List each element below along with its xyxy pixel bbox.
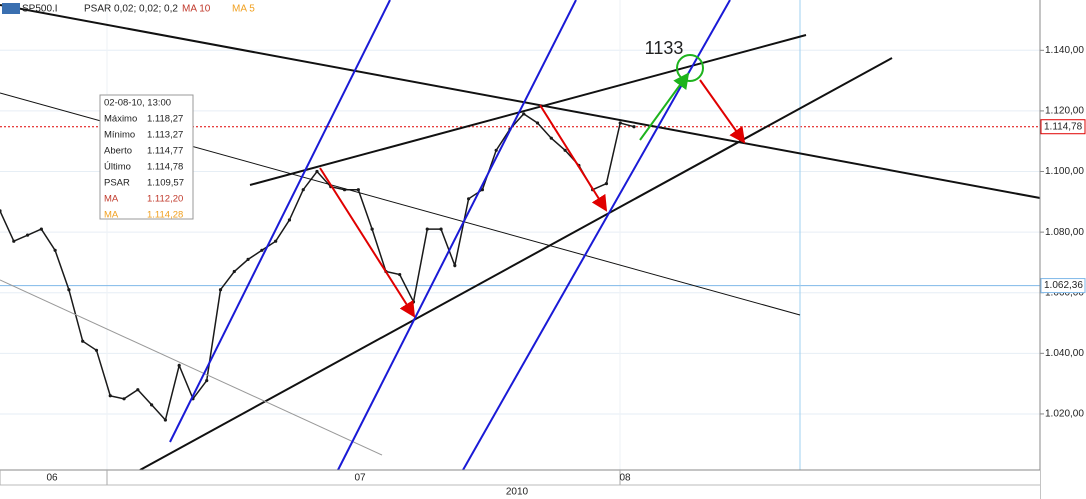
price-point — [39, 227, 43, 231]
price-point — [260, 248, 264, 252]
y-tick-label: 1.120,00 — [1045, 106, 1084, 117]
indicator: MA 10 — [182, 4, 211, 15]
tooltip-label: Último — [104, 162, 131, 173]
price-point — [425, 227, 429, 231]
target-circle — [676, 54, 704, 82]
price-point — [53, 248, 57, 252]
year-label: 2010 — [506, 487, 529, 498]
price-point — [370, 227, 374, 231]
y-tick-label: 1.020,00 — [1045, 409, 1084, 420]
tooltip-value: 1.118,27 — [147, 114, 183, 125]
indicator: MA 5 — [232, 4, 255, 15]
price-point — [494, 148, 498, 152]
tooltip-value: 1.114,77 — [147, 146, 183, 157]
price-point — [398, 272, 402, 277]
y-tick-label: 1.100,00 — [1045, 166, 1084, 177]
price-point — [12, 239, 16, 243]
price-label: 1.114,78 — [1044, 121, 1083, 132]
header: SP500.I PSAR 0,02; 0,02; 0,2 MA 10 MA 5 — [2, 3, 255, 15]
price-label: 1.062,36 — [1044, 280, 1083, 291]
price-label-box — [1040, 119, 1086, 135]
price-point — [535, 121, 540, 125]
y-tick-label: 1.040,00 — [1045, 348, 1084, 359]
y-tick-label: 1.140,00 — [1045, 45, 1084, 56]
tooltip-value: 1.113,27 — [147, 130, 183, 141]
tooltip-value: 1.109,57 — [147, 178, 184, 189]
tooltip-value: 1.114,78 — [147, 162, 183, 173]
price-point — [163, 418, 167, 422]
price-point — [632, 125, 636, 129]
channel-line — [337, 0, 577, 471]
tooltip: 02-08-10, 13:00 Máximo 1.118,27 Mínimo 1.11… — [99, 94, 194, 221]
price-point — [274, 239, 278, 243]
price-point — [301, 188, 305, 192]
trend-line — [0, 279, 383, 456]
price-point — [411, 300, 416, 304]
price-point — [453, 263, 457, 268]
tooltip-label: PSAR — [104, 178, 130, 189]
x-tick-label: 07 — [354, 473, 366, 484]
annotation: 1133 — [645, 38, 684, 58]
symbol-icon — [2, 3, 20, 14]
price-point — [439, 227, 443, 231]
price-point — [108, 394, 112, 398]
plot-area — [0, 0, 1040, 470]
tooltip-box — [99, 94, 194, 220]
indicator: PSAR 0,02; 0,02; 0,2 — [84, 4, 178, 15]
price-point — [315, 169, 319, 174]
y-tick-label: 1.080,00 — [1045, 227, 1084, 238]
price-point — [81, 339, 85, 343]
price-label-box — [1040, 278, 1086, 294]
arrows — [319, 79, 746, 318]
channel-line — [169, 0, 391, 443]
tooltip-label: MA — [104, 210, 119, 221]
arrow — [539, 104, 608, 212]
price-point — [246, 257, 250, 261]
trend-line — [0, 4, 1041, 199]
price-point — [218, 288, 223, 292]
x-tick-label: 06 — [46, 473, 58, 484]
y-axis-area — [1040, 0, 1086, 499]
price-point — [356, 188, 360, 192]
price-point — [205, 379, 209, 383]
arrow — [639, 72, 690, 141]
tooltip-value: 1.114,28 — [147, 210, 183, 221]
symbol: SP500.I — [22, 4, 58, 15]
price-point — [480, 188, 484, 192]
price-point — [94, 348, 99, 352]
price-point — [0, 209, 2, 213]
tooltip-date: 02-08-10, 13:00 — [104, 98, 171, 109]
arrow — [319, 167, 416, 318]
tooltip-label: Máximo — [104, 114, 137, 125]
x-tick-label: 08 — [619, 473, 631, 484]
tooltip-label: Aberto — [104, 146, 132, 157]
tooltip-value: 1.112,20 — [147, 194, 183, 205]
trend-line — [249, 34, 807, 186]
price-point — [232, 269, 236, 274]
price-point — [522, 112, 526, 116]
tooltip-label: Mínimo — [104, 130, 135, 141]
price-point — [150, 403, 154, 407]
price-point — [136, 388, 140, 392]
price-point — [25, 233, 30, 237]
price-point — [467, 197, 471, 201]
price-point — [563, 148, 567, 152]
price-point — [177, 363, 181, 368]
tooltip-label: MA — [104, 194, 119, 205]
arrow — [699, 79, 746, 144]
price-point — [618, 121, 622, 125]
price-point — [549, 136, 553, 140]
price-point — [67, 288, 71, 292]
price-point — [287, 218, 292, 222]
trend-lines — [0, 4, 1041, 471]
price-point — [604, 182, 609, 186]
price-point — [122, 397, 126, 401]
